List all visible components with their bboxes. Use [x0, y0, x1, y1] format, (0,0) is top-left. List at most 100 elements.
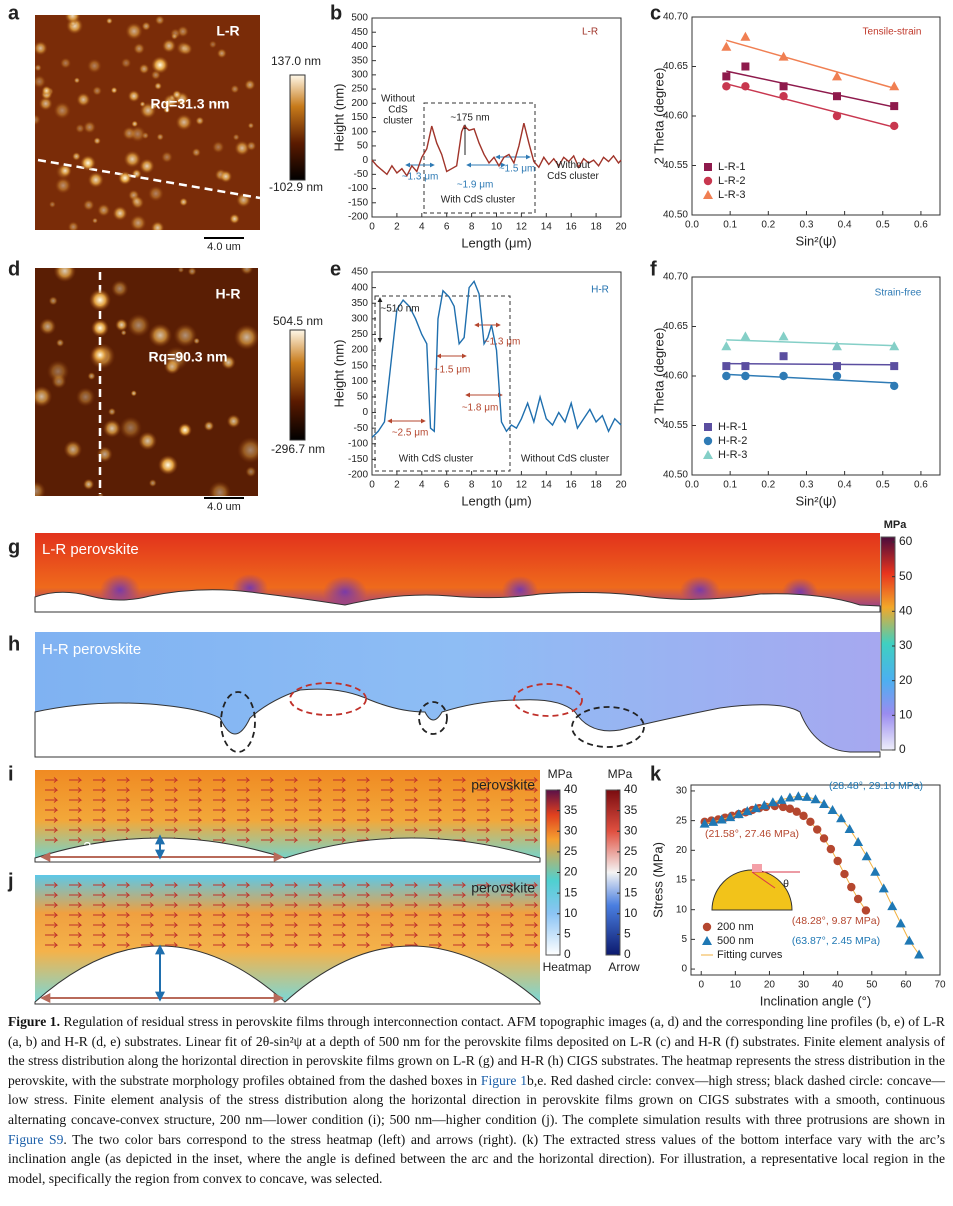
annotation: (48.28°, 9.87 MPa): [792, 915, 880, 927]
stress-arrow: [189, 817, 203, 823]
colorbar-min: -296.7 nm: [271, 442, 325, 456]
afm-grain: [35, 481, 46, 496]
marker: [840, 869, 849, 879]
caption-text: Regulation of residual stress in perovsk…: [8, 1014, 945, 1088]
substrate-profile: [34, 688, 881, 758]
y-axis-label: Height (nm): [331, 340, 346, 408]
stress-arrow: [165, 797, 179, 803]
marker: [801, 791, 812, 801]
stress-arrow: [69, 922, 83, 928]
stress-arrow: [93, 777, 107, 783]
stress-arrow: [261, 902, 275, 908]
marker: [799, 811, 808, 821]
scale-bar-label: 4.0 um: [207, 501, 241, 513]
stress-arrow: [309, 777, 323, 783]
stress-arrow: [165, 807, 179, 813]
afm-grain: [63, 440, 83, 459]
stress-arrow: [69, 837, 83, 843]
annotation: (63.87°, 2.45 MPa): [792, 935, 880, 947]
stress-arrow: [213, 932, 227, 938]
stress-arrow: [45, 932, 59, 938]
stress-arrow: [453, 817, 467, 823]
stress-arrow: [477, 797, 491, 803]
stress-arrow: [45, 882, 59, 888]
afm-grain: [208, 481, 232, 496]
y-axis-label: Height (nm): [331, 84, 346, 152]
stress-arrow: [405, 807, 419, 813]
dimension-label: 500 nm: [172, 962, 222, 979]
marker: [836, 813, 847, 823]
marker: [847, 882, 856, 892]
stress-arrow: [333, 912, 347, 918]
stress-arrow: [213, 777, 227, 783]
legend-marker: [702, 922, 712, 932]
y-tick-label: 30: [676, 786, 688, 797]
x-tick-label: 20: [615, 222, 627, 233]
afm-grain: [127, 313, 151, 337]
stress-arrow: [45, 817, 59, 823]
x-tick-label: 0: [698, 980, 704, 991]
figure-link[interactable]: Figure 1: [480, 1072, 528, 1088]
marker: [887, 901, 898, 911]
afm-grain: [154, 82, 163, 90]
afm-grain: [112, 205, 128, 221]
stress-arrow: [261, 882, 275, 888]
stress-arrow: [453, 942, 467, 948]
y-tick-label: -150: [348, 454, 368, 465]
x-tick-label: 0.4: [838, 220, 852, 231]
stress-arrow: [525, 932, 539, 938]
colorbar: [289, 329, 306, 441]
marker: [740, 31, 751, 41]
plot-frame: [371, 271, 622, 476]
stress-arrow: [429, 892, 443, 898]
stress-arrow: [333, 787, 347, 793]
afm-grain: [212, 100, 220, 108]
stress-arrow: [477, 882, 491, 888]
y-tick-label: 200: [351, 98, 368, 109]
afm-grain: [187, 268, 197, 276]
afm-grain: [148, 479, 157, 488]
stress-arrow: [429, 817, 443, 823]
y-tick-label: 200: [351, 345, 368, 356]
marker: [870, 866, 881, 876]
afm-grain: [91, 319, 109, 337]
marker: [779, 82, 788, 91]
stress-arrow: [189, 912, 203, 918]
stress-arrow: [261, 797, 275, 803]
stress-arrow: [381, 787, 395, 793]
stress-arrow: [117, 827, 131, 833]
stress-arrow: [45, 807, 59, 813]
afm-grain: [130, 390, 137, 397]
figure-link[interactable]: Figure S9: [8, 1131, 64, 1147]
stress-arrow: [309, 902, 323, 908]
stress-arrow: [45, 797, 59, 803]
stress-arrow: [237, 932, 251, 938]
y-axis-label: 2 Theta (degree): [651, 68, 666, 165]
x-tick-label: 18: [591, 480, 603, 491]
stress-arrow: [213, 912, 227, 918]
afm-grain: [138, 63, 150, 75]
stress-arrow: [477, 807, 491, 813]
marker: [722, 362, 731, 371]
stress-arrow: [405, 932, 419, 938]
marker: [832, 92, 841, 101]
stress-arrow: [477, 932, 491, 938]
annotation: Strain-free: [875, 288, 922, 299]
marker: [793, 791, 804, 801]
stress-arrow: [45, 922, 59, 928]
stress-arrow: [93, 827, 107, 833]
stress-arrow: [453, 827, 467, 833]
stress-arrow: [261, 787, 275, 793]
stress-arrow: [477, 902, 491, 908]
stress-arrow: [477, 827, 491, 833]
stress-arrow: [477, 942, 491, 948]
image-label: L-R: [216, 23, 239, 39]
stress-arrow: [285, 807, 299, 813]
stress-arrow: [141, 912, 155, 918]
panel-label: g: [8, 536, 20, 558]
stress-arrow: [69, 787, 83, 793]
stress-arrow: [261, 817, 275, 823]
caption-text: b,e. Red dashed circle: convex—high stre…: [8, 1072, 945, 1127]
afm-grain: [130, 195, 142, 207]
stress-arrow: [93, 912, 107, 918]
